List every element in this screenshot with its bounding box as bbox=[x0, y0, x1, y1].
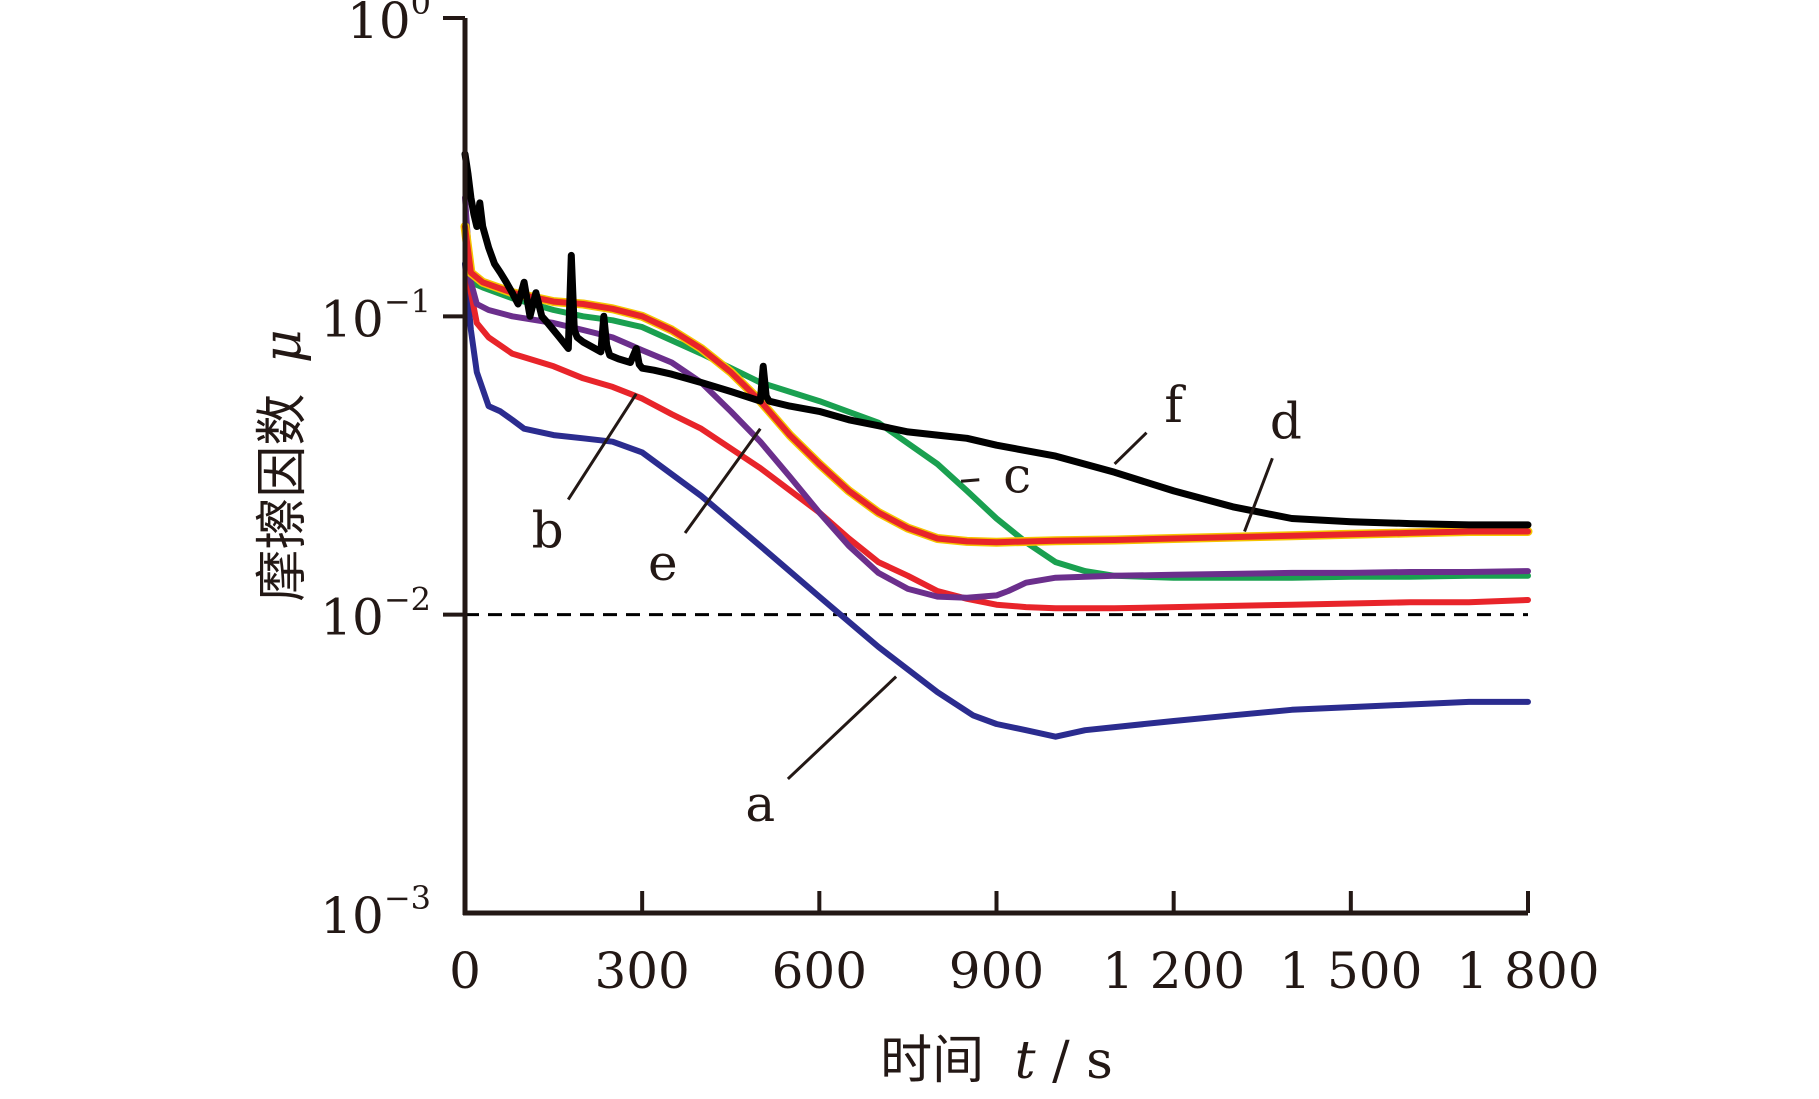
x-tick-label: 1 200 bbox=[1102, 942, 1245, 1000]
curve-label-c: c bbox=[1003, 447, 1031, 505]
curve-label-e: e bbox=[648, 534, 678, 592]
y-tick-base: 10 bbox=[347, 0, 411, 50]
y-tick-label: 10−1 bbox=[320, 282, 431, 348]
x-axis-title-text: 时间 bbox=[880, 1031, 984, 1091]
series-b-line bbox=[462, 223, 1531, 612]
series-e-line bbox=[462, 194, 1531, 601]
curve-label-d: d bbox=[1270, 393, 1302, 451]
y-axis-title-symbol: μ bbox=[253, 329, 313, 363]
y-tick-label: 100 bbox=[347, 0, 431, 50]
x-tick-label: 0 bbox=[449, 942, 481, 1000]
y-axis-title: 摩擦因数 μ bbox=[253, 329, 313, 601]
x-axis-title-slash: / bbox=[1052, 1031, 1070, 1091]
curve-label-a: a bbox=[745, 775, 775, 833]
y-tick-exponent: −2 bbox=[384, 581, 431, 619]
annotation-leader-c bbox=[960, 478, 980, 483]
series-a-line bbox=[462, 260, 1531, 740]
y-tick-exponent: −1 bbox=[384, 282, 431, 320]
annotation-leader-f bbox=[1113, 431, 1148, 466]
x-axis-title-symbol: t bbox=[1015, 1031, 1036, 1091]
annotations-group: a b c d e f bbox=[532, 376, 1302, 833]
y-tick-exponent: 0 bbox=[411, 0, 431, 22]
series-f-line bbox=[461, 150, 1532, 529]
annotation-leader-b bbox=[566, 392, 638, 501]
axes-group bbox=[462, 18, 1528, 916]
y-tick-label: 10−3 bbox=[320, 879, 431, 945]
y-tick-base: 10 bbox=[320, 589, 384, 647]
annotation-leader-d bbox=[1243, 457, 1274, 533]
y-tick-base: 10 bbox=[320, 887, 384, 945]
y-tick-exponent: −3 bbox=[384, 879, 431, 917]
x-tick-label: 900 bbox=[949, 942, 1044, 1000]
series-d-outline bbox=[460, 222, 1533, 547]
series-d-line bbox=[462, 223, 1531, 546]
x-axis-title-unit: s bbox=[1086, 1031, 1113, 1091]
y-tick-base: 10 bbox=[320, 290, 384, 348]
x-ticks-group: 0 300 600 900 1 200 1 500 1 800 bbox=[449, 891, 1600, 1000]
series-group bbox=[460, 150, 1533, 740]
x-tick-label: 600 bbox=[772, 942, 867, 1000]
curve-label-b: b bbox=[532, 502, 564, 560]
series-c-line bbox=[462, 260, 1531, 581]
annotation-leader-a bbox=[786, 675, 898, 781]
curve-label-f: f bbox=[1164, 376, 1186, 434]
x-tick-label: 300 bbox=[594, 942, 689, 1000]
annotation-leader-e bbox=[683, 427, 762, 534]
x-axis-title: 时间 t / s bbox=[880, 1031, 1113, 1091]
x-tick-label: 1 500 bbox=[1279, 942, 1422, 1000]
y-tick-label: 10−2 bbox=[320, 581, 431, 647]
x-tick-label: 1 800 bbox=[1456, 942, 1599, 1000]
y-axis-title-text: 摩擦因数 bbox=[253, 394, 313, 602]
